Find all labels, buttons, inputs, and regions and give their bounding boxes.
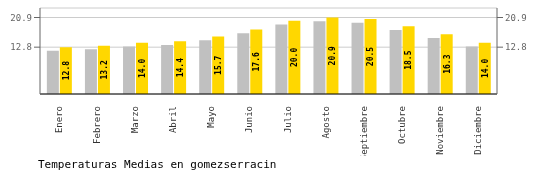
svg-text:20.0: 20.0 [290,48,299,67]
svg-text:Octubre: Octubre [397,106,407,144]
svg-text:14.0: 14.0 [138,59,147,78]
svg-text:12.8: 12.8 [10,42,32,52]
svg-text:Enero: Enero [54,106,64,133]
svg-text:14.0: 14.0 [481,59,490,78]
svg-text:Abril: Abril [168,106,178,133]
svg-text:Agosto: Agosto [321,106,331,139]
svg-text:20.9: 20.9 [10,13,32,23]
svg-text:18.5: 18.5 [404,50,413,69]
svg-text:Febrero: Febrero [92,106,102,144]
svg-text:12.8: 12.8 [505,42,527,52]
svg-text:Mayo: Mayo [206,106,216,128]
svg-text:12.8: 12.8 [62,61,71,80]
svg-text:20.9: 20.9 [328,46,337,65]
svg-text:20.9: 20.9 [505,13,527,23]
svg-text:17.6: 17.6 [252,52,261,71]
svg-text:Marzo: Marzo [130,106,140,133]
html-text:Temperaturas Medias en gomezse: Temperaturas Medias en gomezserracin [38,158,277,171]
svg-text:Julio: Julio [283,106,293,133]
svg-text:Septiembre: Septiembre [359,106,369,156]
svg-text:Noviembre: Noviembre [435,106,445,155]
svg-text:Junio: Junio [244,106,254,133]
svg-text:15.7: 15.7 [214,55,223,74]
svg-text:16.3: 16.3 [443,54,452,73]
svg-text:14.4: 14.4 [176,58,185,77]
svg-text:Diciembre: Diciembre [473,106,483,155]
svg-text:20.5: 20.5 [366,47,375,66]
svg-text:13.2: 13.2 [100,60,109,79]
